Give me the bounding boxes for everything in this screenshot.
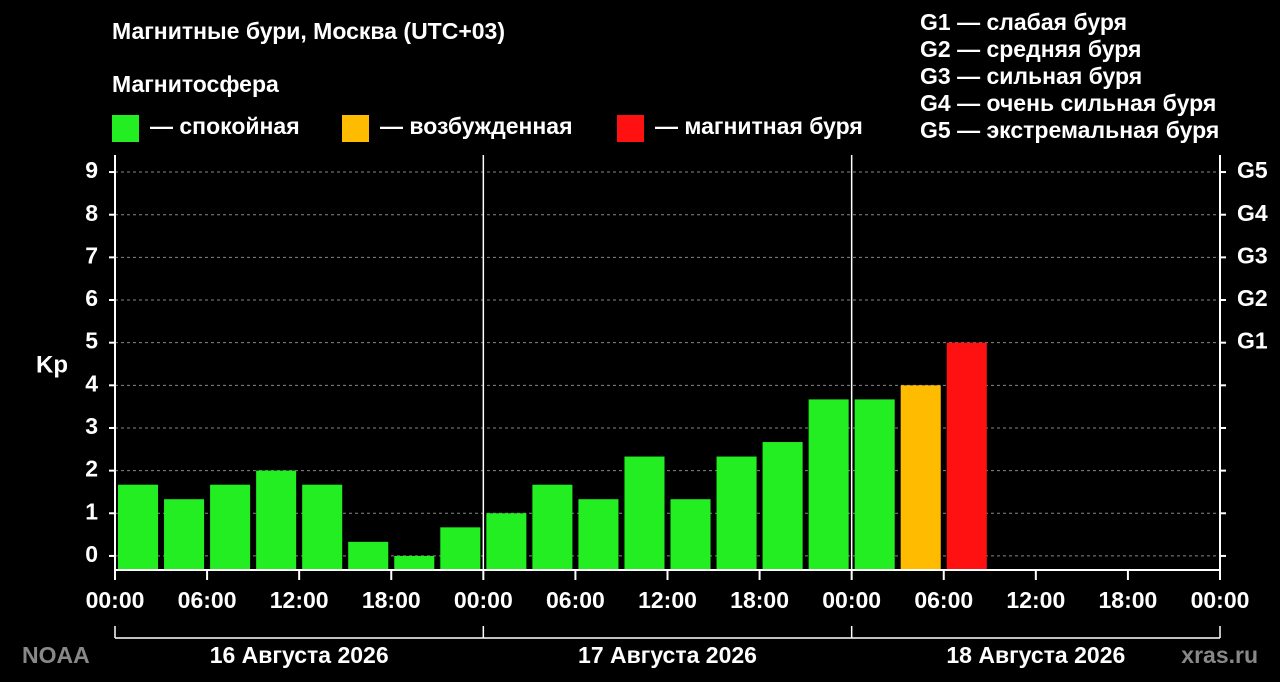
x-tick-label: 00:00 (822, 587, 881, 613)
chart-title: Магнитные бури, Москва (UTC+03) (112, 18, 505, 44)
bar (486, 513, 527, 570)
y2-tick-label: G5 (1237, 157, 1268, 183)
bar (302, 484, 343, 570)
day-label: 16 Августа 2026 (210, 642, 389, 668)
y-axis-label: Kp (36, 351, 68, 378)
bar (440, 527, 481, 570)
legend-label: — возбужденная (380, 113, 573, 139)
day-label: 17 Августа 2026 (578, 642, 757, 668)
g-scale-label: G5 — экстремальная буря (920, 117, 1219, 143)
g-scale-label: G3 — сильная буря (920, 63, 1142, 89)
bar (394, 555, 435, 570)
x-tick-label: 12:00 (1006, 587, 1065, 613)
g-scale-label: G1 — слабая буря (920, 9, 1127, 35)
bar (348, 541, 389, 570)
y2-tick-label: G4 (1237, 200, 1268, 226)
y-tick-label: 1 (85, 498, 98, 524)
bar (716, 456, 757, 570)
x-tick-label: 06:00 (178, 587, 237, 613)
chart-subtitle: Магнитосфера (112, 71, 279, 97)
bar (854, 399, 895, 570)
site: xras.ru (1181, 642, 1258, 668)
y-tick-label: 5 (85, 328, 98, 354)
x-tick-label: 18:00 (730, 587, 789, 613)
y-tick-label: 8 (85, 200, 98, 226)
x-tick-label: 06:00 (914, 587, 973, 613)
legend-swatch (342, 115, 369, 142)
g-scale-label: G4 — очень сильная буря (920, 90, 1216, 116)
bar (256, 470, 297, 570)
y-tick-label: 2 (85, 456, 98, 482)
legend-label: — спокойная (150, 113, 300, 139)
bar (164, 499, 205, 570)
y-tick-label: 7 (85, 242, 98, 268)
x-tick-label: 12:00 (638, 587, 697, 613)
y-tick-label: 9 (85, 157, 98, 183)
bar (578, 499, 619, 570)
bar (118, 484, 159, 570)
bar (624, 456, 665, 570)
x-tick-label: 12:00 (270, 587, 329, 613)
bar (900, 385, 941, 570)
source: NOAA (22, 642, 90, 668)
y-tick-label: 4 (85, 370, 98, 396)
bar (210, 484, 251, 570)
y2-tick-label: G1 (1237, 328, 1268, 354)
legend-swatch (112, 115, 139, 142)
y2-tick-label: G2 (1237, 285, 1268, 311)
bar (762, 442, 803, 570)
y-tick-label: 0 (85, 541, 98, 567)
y-tick-label: 3 (85, 413, 98, 439)
day-label: 18 Августа 2026 (946, 642, 1125, 668)
bar (808, 399, 849, 570)
y-tick-label: 6 (85, 285, 98, 311)
y2-tick-label: G3 (1237, 242, 1268, 268)
x-tick-label: 00:00 (454, 587, 513, 613)
bar (532, 484, 573, 570)
x-tick-label: 00:00 (86, 587, 145, 613)
x-tick-label: 00:00 (1191, 587, 1250, 613)
bar (946, 342, 987, 570)
g-scale-label: G2 — средняя буря (920, 36, 1141, 62)
x-tick-label: 18:00 (1099, 587, 1158, 613)
x-tick-label: 18:00 (362, 587, 421, 613)
legend-label: — магнитная буря (655, 113, 863, 139)
bar (670, 499, 711, 570)
x-tick-label: 06:00 (546, 587, 605, 613)
legend-swatch (617, 115, 644, 142)
